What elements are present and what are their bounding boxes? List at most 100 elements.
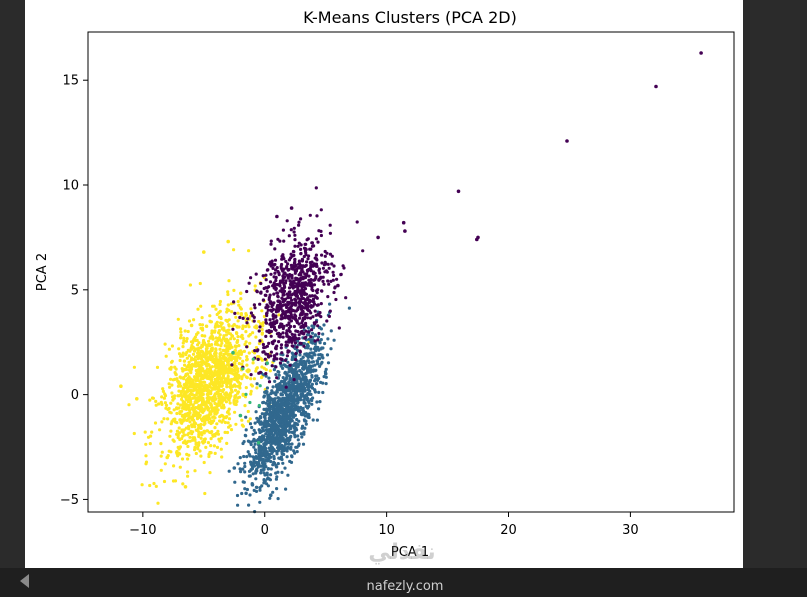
scatter-point xyxy=(247,351,251,355)
scatter-point xyxy=(269,493,273,498)
scatter-point xyxy=(310,294,314,298)
scatter-point xyxy=(248,417,252,421)
scatter-point xyxy=(321,381,325,385)
scatter-points xyxy=(119,51,703,514)
scatter-point xyxy=(310,351,314,355)
scatter-point xyxy=(280,435,284,439)
scatter-point xyxy=(218,333,222,337)
scatter-point xyxy=(249,389,253,393)
scatter-point xyxy=(236,335,240,339)
scatter-point xyxy=(254,451,258,455)
scroll-left-arrow-icon[interactable] xyxy=(20,574,29,588)
scatter-point xyxy=(222,328,226,332)
scatter-point xyxy=(286,409,290,413)
scatter-point xyxy=(255,289,259,293)
scatter-point xyxy=(222,380,226,385)
scatter-point xyxy=(279,314,284,318)
scatter-point xyxy=(301,389,305,393)
scatter-point xyxy=(233,388,238,392)
scatter-point xyxy=(189,345,194,350)
scatter-point xyxy=(217,363,221,368)
scatter-point xyxy=(238,413,243,418)
scatter-point xyxy=(290,351,294,355)
scatter-point xyxy=(323,371,328,376)
scatter-point xyxy=(309,311,313,315)
scatter-point xyxy=(297,337,301,341)
scatter-point xyxy=(216,369,220,373)
scatter-point xyxy=(195,417,200,421)
scatter-point xyxy=(271,342,275,346)
scatter-point xyxy=(216,432,220,436)
scatter-point xyxy=(194,428,198,432)
scatter-point xyxy=(277,396,281,400)
scatter-point xyxy=(287,234,291,238)
scatter-point xyxy=(246,409,250,414)
scatter-point xyxy=(269,459,273,464)
scatter-point xyxy=(253,306,257,310)
scatter-point xyxy=(318,364,322,368)
scatter-point xyxy=(290,276,294,280)
scatter-point xyxy=(204,404,208,408)
scatter-point xyxy=(235,324,239,328)
scatter-point xyxy=(298,263,303,267)
scatter-point xyxy=(203,334,207,338)
scatter-point xyxy=(238,386,242,390)
scatter-point xyxy=(312,347,317,351)
scatter-point xyxy=(213,401,217,406)
scatter-point xyxy=(191,396,195,400)
scatter-point xyxy=(184,426,188,430)
scatter-point xyxy=(293,405,297,409)
x-tick-label: −10 xyxy=(129,523,156,538)
scatter-point xyxy=(214,336,218,340)
scatter-point xyxy=(232,300,236,304)
scatter-point xyxy=(206,441,210,445)
scatter-point xyxy=(132,365,136,369)
scatter-point xyxy=(293,260,297,264)
scatter-point xyxy=(291,389,295,393)
scatter-point xyxy=(257,371,261,375)
scatter-point xyxy=(229,370,233,374)
x-tick-label: 20 xyxy=(500,523,517,538)
scatter-point xyxy=(271,314,275,318)
scatter-point xyxy=(257,417,261,421)
scatter-point xyxy=(304,329,308,333)
scatter-point xyxy=(318,271,322,275)
scatter-point xyxy=(268,322,272,326)
scatter-point xyxy=(274,315,278,319)
scatter-point xyxy=(208,417,212,421)
bottom-scrollbar[interactable] xyxy=(0,568,807,597)
scatter-point xyxy=(270,426,274,430)
scatter-point xyxy=(257,403,261,408)
y-tick-label: −5 xyxy=(60,493,79,508)
scatter-point xyxy=(274,282,278,286)
scatter-point xyxy=(221,356,225,360)
scatter-point xyxy=(257,319,261,324)
scatter-point xyxy=(219,447,223,451)
watermark-logo: نفذلي xyxy=(368,540,436,565)
scatter-point xyxy=(286,360,290,364)
scatter-point xyxy=(258,486,262,490)
scatter-point xyxy=(255,386,259,390)
scatter-point xyxy=(173,417,177,421)
scatter-point xyxy=(226,290,230,294)
scatter-point xyxy=(334,297,338,302)
scatter-point xyxy=(263,293,267,297)
scatter-point xyxy=(186,329,190,334)
scatter-point xyxy=(243,433,247,437)
scatter-point xyxy=(309,347,313,351)
scatter-point xyxy=(316,240,320,244)
scatter-point xyxy=(267,297,271,302)
scatter-point xyxy=(192,407,197,411)
scatter-point xyxy=(257,329,261,333)
scatter-point xyxy=(226,421,230,425)
scatter-point xyxy=(190,425,194,429)
scatter-point xyxy=(230,334,234,338)
scatter-point xyxy=(258,415,262,419)
scatter-point xyxy=(224,318,228,322)
scatter-point xyxy=(189,358,193,362)
scatter-point xyxy=(285,334,289,338)
scatter-point xyxy=(203,387,207,391)
scatter-point xyxy=(223,367,227,371)
scatter-point xyxy=(328,231,332,235)
scatter-point xyxy=(267,376,271,380)
